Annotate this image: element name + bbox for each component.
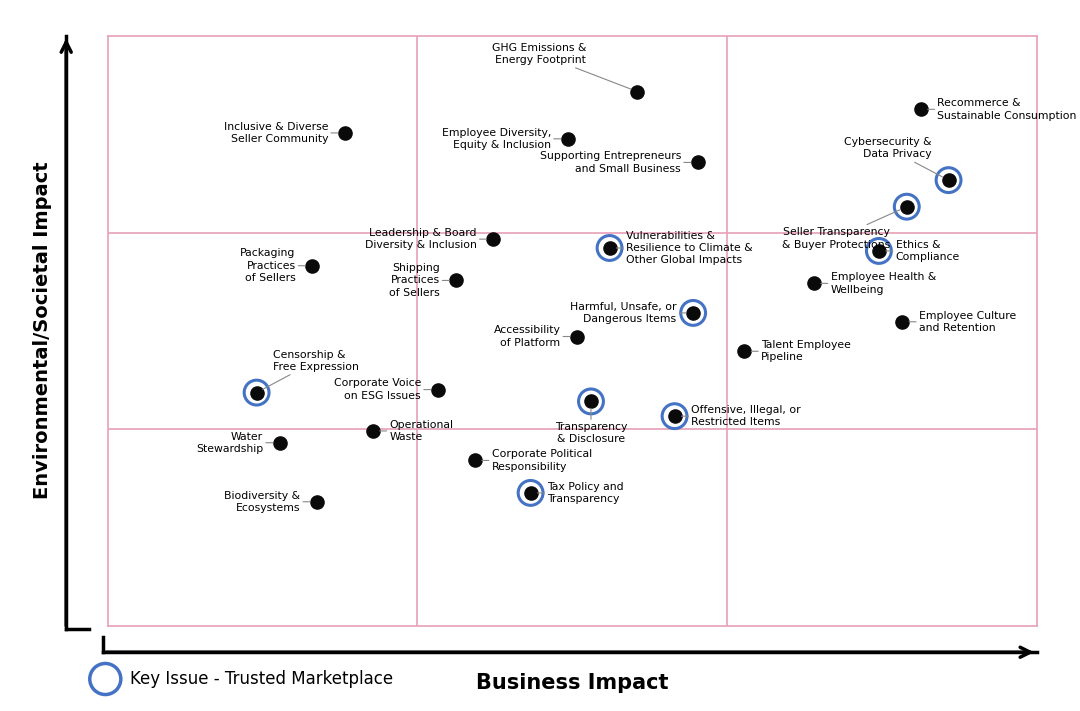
Point (568, 331, 585, 342)
Point (893, 316, 910, 328)
Text: GHG Emissions &
Energy Footprint: GHG Emissions & Energy Footprint (492, 43, 631, 89)
Text: Packaging
Practices
of Sellers: Packaging Practices of Sellers (240, 248, 306, 283)
Point (666, 410, 684, 422)
Point (582, 396, 599, 407)
Point (303, 260, 321, 272)
Text: Cybersecurity &
Data Privacy: Cybersecurity & Data Privacy (845, 137, 943, 177)
Point (248, 387, 266, 398)
Point (870, 245, 888, 257)
Point (248, 387, 266, 398)
Text: Water
Stewardship: Water Stewardship (195, 432, 273, 454)
Point (899, 201, 916, 213)
Text: Employee Health &
Wellbeing: Employee Health & Wellbeing (821, 272, 936, 294)
Point (666, 410, 684, 422)
Text: Vulnerabilities &
Resilience to Climate &
Other Global Impacts: Vulnerabilities & Resilience to Climate … (617, 230, 753, 265)
Text: Operational
Waste: Operational Waste (380, 419, 454, 442)
Point (97, 673, 114, 685)
Point (629, 86, 646, 97)
Point (467, 455, 484, 466)
Text: Offensive, Illegal, or
Restricted Items: Offensive, Illegal, or Restricted Items (681, 405, 801, 427)
Text: Transparency
& Disclosure: Transparency & Disclosure (555, 408, 627, 444)
Text: Censorship &
Free Expression: Censorship & Free Expression (262, 350, 360, 390)
Point (806, 278, 823, 289)
Text: Accessibility
of Platform: Accessibility of Platform (494, 326, 570, 348)
Point (522, 487, 539, 498)
Point (940, 174, 957, 186)
Text: Corporate Political
Responsibility: Corporate Political Responsibility (482, 449, 592, 471)
Text: Employee Culture
and Retention: Employee Culture and Retention (909, 311, 1016, 333)
Point (685, 307, 702, 319)
Point (336, 127, 353, 139)
Text: Ethics &
Compliance: Ethics & Compliance (886, 240, 960, 262)
Text: Supporting Entrepreneurs
and Small Business: Supporting Entrepreneurs and Small Busin… (540, 151, 691, 173)
Text: Shipping
Practices
of Sellers: Shipping Practices of Sellers (389, 263, 449, 298)
Text: Recommerce &
Sustainable Consumption: Recommerce & Sustainable Consumption (928, 98, 1077, 121)
Text: Corporate Voice
on ESG Issues: Corporate Voice on ESG Issues (334, 378, 431, 401)
Point (600, 242, 618, 254)
Text: Key Issue - Trusted Marketplace: Key Issue - Trusted Marketplace (130, 670, 393, 688)
Point (600, 242, 618, 254)
Point (582, 396, 599, 407)
Text: Seller Transparency
& Buyer Protections: Seller Transparency & Buyer Protections (782, 210, 901, 250)
Point (485, 233, 502, 245)
Point (735, 346, 753, 357)
Point (899, 201, 916, 213)
Point (447, 274, 464, 286)
Point (522, 487, 539, 498)
Point (364, 425, 381, 437)
Point (870, 245, 888, 257)
Text: Environmental/Societal Impact: Environmental/Societal Impact (33, 162, 53, 499)
Text: Leadership & Board
Diversity & Inclusion: Leadership & Board Diversity & Inclusion (365, 228, 486, 250)
Point (912, 104, 929, 115)
Text: Employee Diversity,
Equity & Inclusion: Employee Diversity, Equity & Inclusion (442, 127, 561, 150)
Point (559, 133, 577, 144)
Text: Talent Employee
Pipeline: Talent Employee Pipeline (752, 340, 851, 363)
Point (940, 174, 957, 186)
Point (309, 496, 326, 508)
Text: Harmful, Unsafe, or
Dangerous Items: Harmful, Unsafe, or Dangerous Items (570, 301, 686, 324)
Point (689, 156, 706, 168)
Point (271, 437, 288, 449)
Text: Business Impact: Business Impact (476, 673, 669, 693)
Point (429, 384, 446, 395)
Text: Inclusive & Diverse
Seller Community: Inclusive & Diverse Seller Community (224, 122, 338, 144)
Point (685, 307, 702, 319)
Text: Tax Policy and
Transparency: Tax Policy and Transparency (538, 481, 624, 504)
Text: Biodiversity &
Ecosystems: Biodiversity & Ecosystems (225, 491, 310, 513)
